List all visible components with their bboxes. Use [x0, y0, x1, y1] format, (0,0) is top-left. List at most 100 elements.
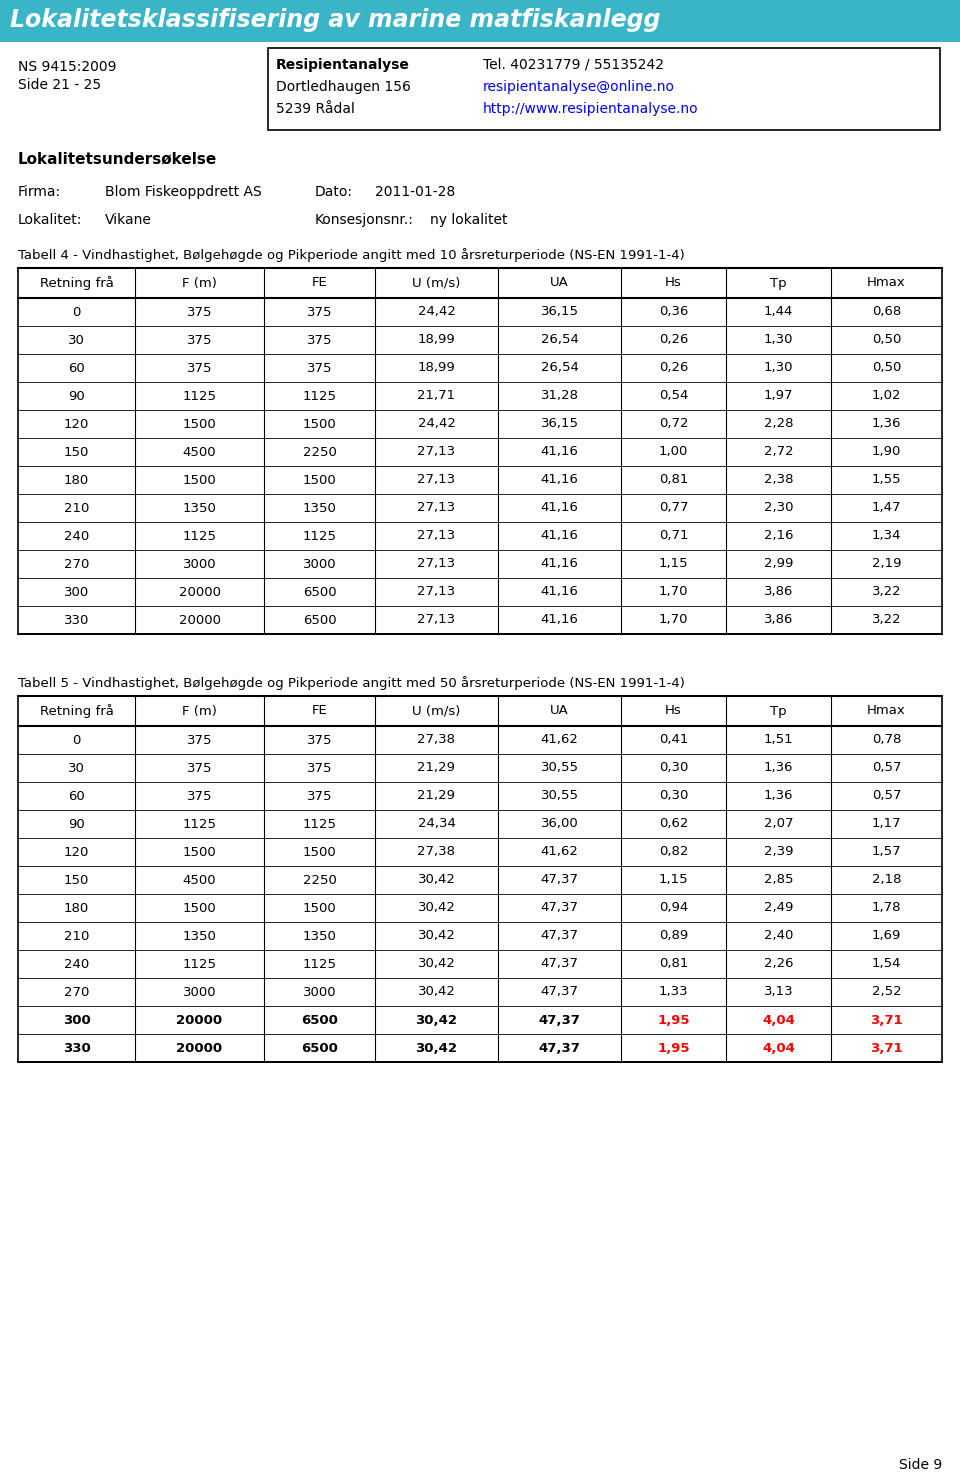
- Text: 0,50: 0,50: [872, 334, 901, 347]
- Text: 1,97: 1,97: [764, 390, 793, 402]
- Text: 1,30: 1,30: [764, 362, 793, 375]
- Text: 1125: 1125: [182, 529, 217, 543]
- Text: 375: 375: [187, 789, 212, 802]
- Text: 2,40: 2,40: [764, 930, 793, 943]
- Text: 3000: 3000: [182, 558, 216, 571]
- Text: 3,22: 3,22: [872, 586, 901, 599]
- Text: 1500: 1500: [182, 845, 216, 859]
- Text: 47,37: 47,37: [540, 986, 579, 998]
- Text: 1125: 1125: [182, 958, 217, 970]
- Text: 21,71: 21,71: [418, 390, 456, 402]
- Text: Dato:: Dato:: [315, 185, 353, 199]
- Text: 300: 300: [64, 586, 89, 599]
- Text: 6500: 6500: [301, 1041, 338, 1054]
- Text: 0,81: 0,81: [659, 473, 688, 486]
- Text: 0,71: 0,71: [659, 529, 688, 543]
- Text: 1,30: 1,30: [764, 334, 793, 347]
- Text: 3,71: 3,71: [870, 1041, 902, 1054]
- Text: 150: 150: [63, 873, 89, 887]
- Text: 90: 90: [68, 390, 84, 402]
- Text: 30,55: 30,55: [540, 789, 579, 802]
- Text: 1,15: 1,15: [659, 873, 688, 887]
- Text: 18,99: 18,99: [418, 334, 455, 347]
- Text: 2011-01-28: 2011-01-28: [375, 185, 455, 199]
- Text: 36,00: 36,00: [540, 817, 578, 830]
- Text: 0,62: 0,62: [659, 817, 688, 830]
- Text: 1,33: 1,33: [659, 986, 688, 998]
- Text: 375: 375: [187, 761, 212, 774]
- Text: 1350: 1350: [182, 501, 216, 515]
- Text: 2,07: 2,07: [764, 817, 793, 830]
- Text: 375: 375: [307, 734, 332, 746]
- Text: 27,38: 27,38: [418, 734, 455, 746]
- Text: 0,30: 0,30: [659, 789, 688, 802]
- Text: 4,04: 4,04: [762, 1013, 795, 1026]
- Text: 1,70: 1,70: [659, 614, 688, 626]
- Text: 2,19: 2,19: [872, 558, 901, 571]
- Text: 2,28: 2,28: [764, 418, 793, 430]
- Text: 2,16: 2,16: [764, 529, 793, 543]
- Text: 1,51: 1,51: [764, 734, 793, 746]
- Text: 1125: 1125: [182, 390, 217, 402]
- Text: 26,54: 26,54: [540, 362, 579, 375]
- Text: 270: 270: [63, 558, 89, 571]
- Text: Tp: Tp: [770, 276, 787, 289]
- Text: 0,26: 0,26: [659, 334, 688, 347]
- Text: 1500: 1500: [182, 418, 216, 430]
- Text: 0,82: 0,82: [659, 845, 688, 859]
- Text: 30,42: 30,42: [418, 986, 455, 998]
- Text: 1,17: 1,17: [872, 817, 901, 830]
- Text: 375: 375: [187, 734, 212, 746]
- Text: NS 9415:2009: NS 9415:2009: [18, 59, 116, 74]
- Text: 30,42: 30,42: [416, 1041, 458, 1054]
- Text: ny lokalitet: ny lokalitet: [430, 214, 508, 227]
- Text: Firma:: Firma:: [18, 185, 61, 199]
- Text: 3,13: 3,13: [764, 986, 793, 998]
- Text: 26,54: 26,54: [540, 334, 579, 347]
- Text: 47,37: 47,37: [540, 873, 579, 887]
- Text: 375: 375: [187, 362, 212, 375]
- Text: 375: 375: [307, 362, 332, 375]
- Text: 31,28: 31,28: [540, 390, 579, 402]
- Text: 2,72: 2,72: [764, 445, 793, 458]
- Text: 1,47: 1,47: [872, 501, 901, 515]
- Text: 1500: 1500: [182, 473, 216, 486]
- Text: 1125: 1125: [302, 817, 337, 830]
- Text: Tabell 5 - Vindhastighet, Bølgehøgde og Pikperiode angitt med 50 årsreturperiode: Tabell 5 - Vindhastighet, Bølgehøgde og …: [18, 676, 684, 690]
- Text: Dortledhaugen 156: Dortledhaugen 156: [276, 80, 411, 93]
- Text: Vikane: Vikane: [105, 214, 152, 227]
- Text: 1,95: 1,95: [658, 1013, 689, 1026]
- Text: 0,89: 0,89: [659, 930, 688, 943]
- Text: 20000: 20000: [179, 614, 221, 626]
- Text: 3,86: 3,86: [764, 614, 793, 626]
- Bar: [268, 47, 940, 131]
- Text: 375: 375: [187, 334, 212, 347]
- Text: 120: 120: [63, 418, 89, 430]
- Text: 0,57: 0,57: [872, 761, 901, 774]
- Text: 36,15: 36,15: [540, 305, 579, 319]
- Text: 0,41: 0,41: [659, 734, 688, 746]
- Text: 1,00: 1,00: [659, 445, 688, 458]
- Text: 30,42: 30,42: [416, 1013, 458, 1026]
- Text: 1,57: 1,57: [872, 845, 901, 859]
- Text: 60: 60: [68, 789, 84, 802]
- Text: 1125: 1125: [182, 817, 217, 830]
- Text: 1,02: 1,02: [872, 390, 901, 402]
- Bar: [18, 696, 942, 1062]
- Text: 41,62: 41,62: [540, 845, 579, 859]
- Text: 27,13: 27,13: [418, 501, 456, 515]
- Text: 240: 240: [64, 529, 89, 543]
- Text: 1,90: 1,90: [872, 445, 901, 458]
- Text: 30,42: 30,42: [418, 958, 455, 970]
- Text: 1350: 1350: [302, 501, 336, 515]
- Text: 90: 90: [68, 817, 84, 830]
- Text: 47,37: 47,37: [540, 902, 579, 915]
- Text: Konsesjonsnr.:: Konsesjonsnr.:: [315, 214, 414, 227]
- Text: 1,55: 1,55: [872, 473, 901, 486]
- Text: F (m): F (m): [182, 704, 217, 718]
- Text: Tabell 4 - Vindhastighet, Bølgehøgde og Pikperiode angitt med 10 årsreturperiode: Tabell 4 - Vindhastighet, Bølgehøgde og …: [18, 248, 684, 262]
- Text: 1,36: 1,36: [764, 761, 793, 774]
- Text: 0,68: 0,68: [872, 305, 901, 319]
- Text: 20000: 20000: [177, 1041, 223, 1054]
- Text: 4,04: 4,04: [762, 1041, 795, 1054]
